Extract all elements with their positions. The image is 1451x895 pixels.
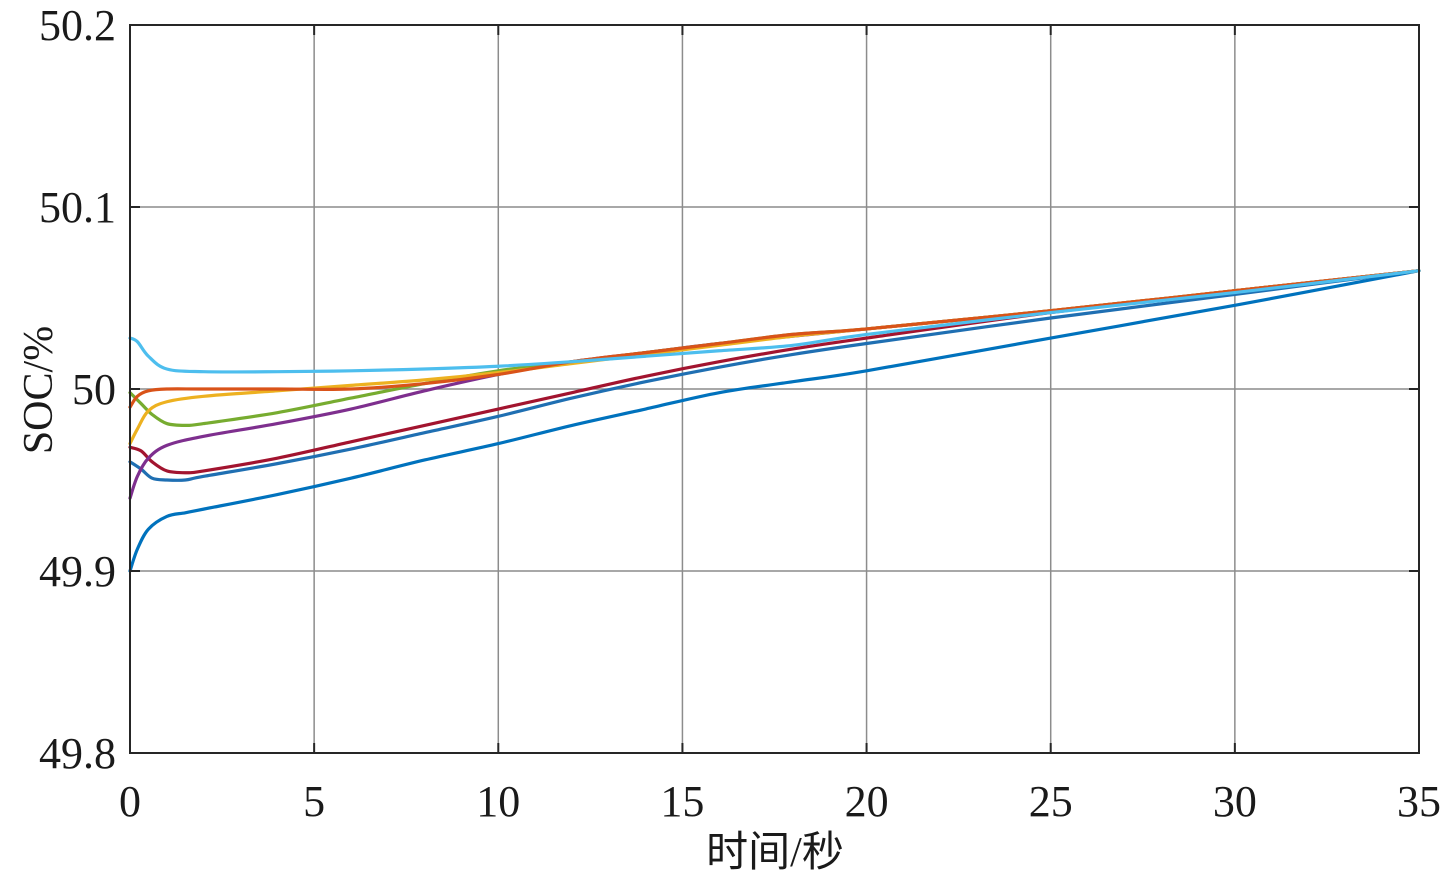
grid-lines: [130, 25, 1419, 753]
series-line-1: [128, 269, 1421, 374]
series-lines: [128, 269, 1421, 573]
x-tick-label: 0: [119, 777, 141, 826]
x-tick-label: 25: [1029, 777, 1073, 826]
x-tick-label: 30: [1213, 777, 1257, 826]
x-tick-labels: 0 5 10 15 20 25 30 35: [119, 777, 1441, 826]
y-tick-label: 49.8: [39, 729, 116, 778]
x-tick-label: 35: [1397, 777, 1441, 826]
x-tick-label: 20: [845, 777, 889, 826]
y-tick-label: 50.1: [39, 183, 116, 232]
y-tick-label: 50.2: [39, 1, 116, 50]
series-line-8: [128, 269, 1421, 573]
y-tick-label: 50: [72, 365, 116, 414]
x-axis-label: 时间/秒: [706, 830, 844, 876]
y-tick-labels: 49.8 49.9 50 50.1 50.2: [39, 1, 116, 778]
x-tick-label: 5: [303, 777, 325, 826]
x-tick-label: 10: [476, 777, 520, 826]
x-tick-label: 15: [660, 777, 704, 826]
y-axis-label: SOC/%: [16, 326, 62, 454]
y-tick-label: 49.9: [39, 547, 116, 596]
series-line-7: [128, 269, 1421, 482]
axis-ticks: [129, 24, 1420, 754]
